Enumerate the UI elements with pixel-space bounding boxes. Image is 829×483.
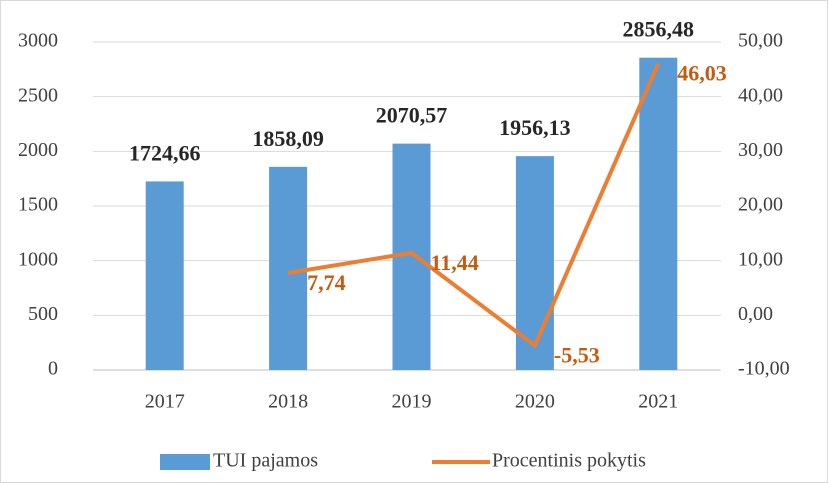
bar-value-label: 1858,09 xyxy=(252,126,324,151)
y2-tick-label: 50,00 xyxy=(738,30,783,52)
y2-tick-label: 20,00 xyxy=(738,194,783,216)
legend-label: TUI pajamos xyxy=(213,450,318,472)
y-tick-label: 0 xyxy=(48,358,58,380)
y2-tick-label: 10,00 xyxy=(738,248,783,270)
y2-tick-label: 40,00 xyxy=(738,84,783,106)
legend-swatch xyxy=(160,454,210,470)
line-value-label: -5,53 xyxy=(554,343,600,368)
line-value-label: 11,44 xyxy=(431,250,479,275)
y-tick-label: 2000 xyxy=(18,139,58,161)
line-value-label: 46,03 xyxy=(677,61,727,86)
bar xyxy=(269,166,308,370)
y-tick-label: 1000 xyxy=(18,248,58,270)
x-tick-label: 2021 xyxy=(638,391,678,413)
line-value-label: 7,74 xyxy=(307,270,346,295)
bar xyxy=(145,181,184,370)
y2-tick-label: 30,00 xyxy=(738,139,783,161)
bar-value-label: 1956,13 xyxy=(499,115,571,140)
line xyxy=(287,62,661,348)
bar-value-label: 2856,48 xyxy=(623,17,695,42)
x-tick-label: 2018 xyxy=(268,391,308,413)
bar-value-label: 2070,57 xyxy=(376,103,448,128)
y-tick-label: 3000 xyxy=(18,30,58,52)
x-tick-label: 2019 xyxy=(392,391,432,413)
x-tick-label: 2017 xyxy=(145,391,185,413)
bar-value-label: 1724,66 xyxy=(129,140,201,165)
y-tick-label: 500 xyxy=(28,303,58,325)
bar xyxy=(639,57,678,370)
y2-tick-label: -10,00 xyxy=(738,358,790,380)
y-tick-label: 2500 xyxy=(18,84,58,106)
y2-tick-label: 0,00 xyxy=(738,303,773,325)
x-tick-label: 2020 xyxy=(515,391,555,413)
y-tick-label: 1500 xyxy=(18,194,58,216)
legend-label: Procentinis pokytis xyxy=(492,450,646,472)
